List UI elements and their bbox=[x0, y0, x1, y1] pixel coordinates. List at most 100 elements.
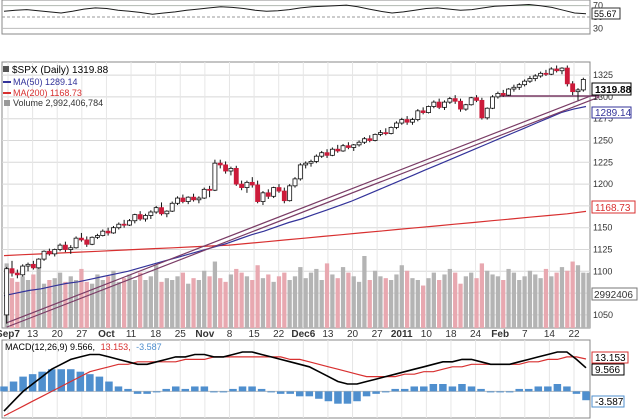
volume-bar bbox=[223, 281, 228, 328]
volume-bar bbox=[335, 278, 340, 328]
y-tick-label: 1325 bbox=[593, 70, 613, 80]
candle bbox=[410, 117, 415, 125]
macd-hist-bar bbox=[219, 391, 228, 393]
volume-bar bbox=[362, 256, 367, 328]
candle bbox=[415, 109, 421, 122]
candle bbox=[490, 95, 495, 110]
candle bbox=[532, 74, 538, 82]
volume-bar bbox=[180, 272, 186, 328]
volume-bar bbox=[421, 285, 426, 328]
volume-bar bbox=[212, 261, 218, 328]
macd-hist-bar bbox=[324, 391, 333, 402]
macd-hist-bar bbox=[448, 386, 457, 392]
macd-hist-bar bbox=[477, 388, 485, 392]
macd-hist-bar bbox=[524, 388, 533, 392]
candle bbox=[239, 180, 245, 191]
candle bbox=[468, 96, 474, 106]
candle bbox=[292, 177, 298, 188]
macd-hist-bar bbox=[400, 388, 409, 392]
volume-bar bbox=[447, 268, 452, 328]
volume-bar bbox=[543, 268, 549, 328]
candle bbox=[538, 71, 544, 78]
macd-hist-bar bbox=[391, 388, 399, 392]
macd-hist-bar bbox=[343, 391, 352, 404]
candle bbox=[554, 65, 560, 73]
x-tick-label: 25 bbox=[175, 329, 187, 340]
y-tick-label: 1200 bbox=[593, 179, 613, 189]
volume-bar bbox=[25, 280, 31, 328]
candle bbox=[9, 260, 15, 277]
volume-bar bbox=[15, 281, 20, 328]
candle bbox=[479, 97, 485, 120]
candle bbox=[228, 166, 234, 176]
macd-histogram bbox=[0, 369, 590, 404]
x-tick-label: Oct bbox=[98, 329, 115, 340]
macd-hist-bar bbox=[534, 386, 543, 392]
candle bbox=[46, 248, 52, 256]
volume-bar bbox=[202, 270, 207, 328]
candle bbox=[52, 248, 58, 257]
macd-hist-bar bbox=[210, 391, 218, 393]
macd-hist-bar bbox=[162, 388, 170, 392]
macd-hist-bar bbox=[200, 386, 209, 392]
candle bbox=[180, 194, 186, 204]
candle bbox=[458, 98, 463, 112]
macd-hist-bar bbox=[334, 391, 342, 404]
volume-bar bbox=[111, 270, 116, 328]
candle bbox=[121, 219, 127, 228]
volume-bar bbox=[340, 267, 346, 328]
volume-bar bbox=[73, 280, 79, 328]
macd-hist-bar bbox=[95, 376, 104, 392]
macd-hist-bar bbox=[553, 384, 562, 392]
candle bbox=[404, 116, 410, 125]
volume-bar bbox=[458, 283, 463, 328]
signal-tag-text: 13.153 bbox=[595, 353, 626, 364]
macd-hist-bar bbox=[410, 386, 419, 392]
candle bbox=[361, 137, 367, 144]
candle bbox=[100, 229, 106, 237]
volume-bar bbox=[570, 261, 575, 328]
candle bbox=[175, 196, 180, 206]
y-tick-label: 1150 bbox=[593, 223, 612, 233]
macd-hist-bar bbox=[305, 391, 314, 397]
volume-bar bbox=[399, 265, 404, 328]
volume-bar bbox=[244, 276, 250, 328]
candle bbox=[575, 88, 581, 101]
volume-bar bbox=[533, 274, 538, 328]
candle bbox=[30, 260, 36, 270]
volume-bar bbox=[324, 263, 330, 328]
candle bbox=[340, 143, 346, 152]
rsi-panel: 705030 55.67 bbox=[1, 0, 621, 35]
candle bbox=[394, 121, 399, 130]
candle bbox=[399, 117, 405, 125]
volume-bar bbox=[431, 272, 436, 328]
candle bbox=[442, 100, 447, 110]
hist-tag bbox=[591, 395, 625, 408]
volume-bar bbox=[143, 280, 148, 328]
candle bbox=[233, 165, 239, 186]
macd-hist-bar bbox=[420, 386, 428, 392]
volume-bar bbox=[282, 272, 287, 328]
volume-bar bbox=[207, 276, 212, 328]
volume-bar bbox=[132, 280, 137, 328]
candle bbox=[367, 135, 373, 143]
candle bbox=[506, 88, 512, 97]
candle bbox=[431, 100, 437, 109]
x-tick-label: 8 bbox=[227, 329, 233, 340]
candle bbox=[463, 103, 469, 111]
volume-bar bbox=[559, 267, 565, 328]
x-tick-label: 20 bbox=[347, 329, 359, 340]
x-tick-label: Nov bbox=[195, 329, 214, 340]
candle bbox=[516, 82, 522, 90]
x-tick-label: 20 bbox=[52, 329, 64, 340]
volume-bar bbox=[41, 283, 47, 328]
macd-hist-bar bbox=[544, 386, 552, 392]
volume-bar bbox=[287, 280, 292, 328]
macd-hist-bar bbox=[353, 391, 361, 402]
volume-bar bbox=[474, 278, 479, 328]
macd-tag-text: 9.566 bbox=[595, 365, 620, 376]
volume-bar bbox=[47, 280, 52, 328]
volume-bar bbox=[196, 280, 202, 328]
candle bbox=[164, 210, 170, 218]
candle bbox=[313, 154, 319, 164]
